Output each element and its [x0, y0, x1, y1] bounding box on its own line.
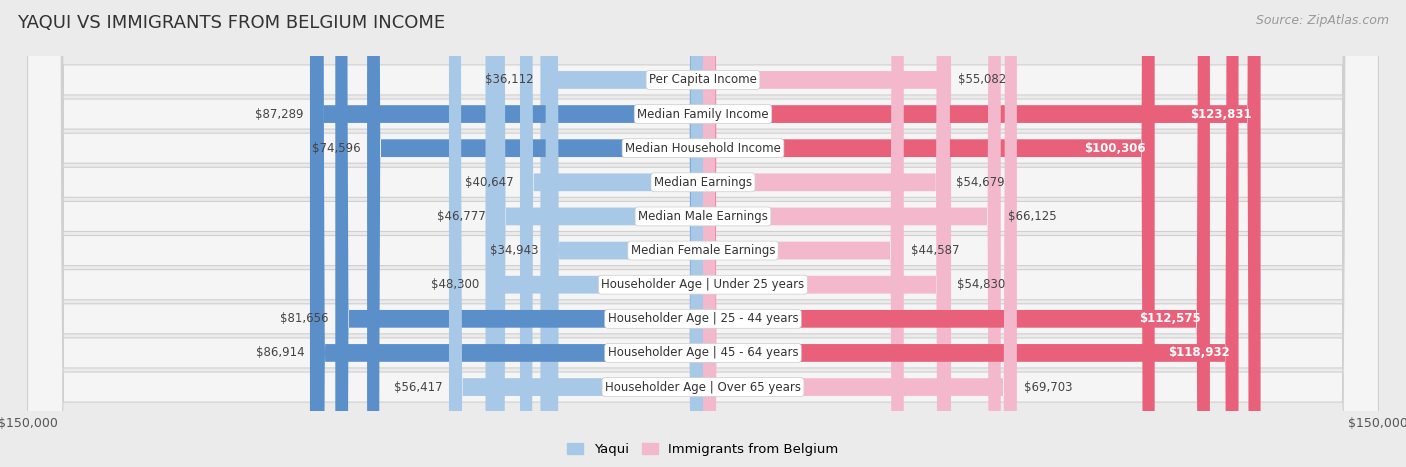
- FancyBboxPatch shape: [28, 0, 1378, 467]
- Text: $46,777: $46,777: [437, 210, 485, 223]
- FancyBboxPatch shape: [335, 0, 703, 467]
- FancyBboxPatch shape: [703, 0, 1211, 467]
- Text: Householder Age | Under 25 years: Householder Age | Under 25 years: [602, 278, 804, 291]
- FancyBboxPatch shape: [703, 0, 950, 467]
- Text: Median Female Earnings: Median Female Earnings: [631, 244, 775, 257]
- FancyBboxPatch shape: [367, 0, 703, 467]
- FancyBboxPatch shape: [703, 0, 950, 467]
- Text: $69,703: $69,703: [1024, 381, 1073, 394]
- Text: Median Male Earnings: Median Male Earnings: [638, 210, 768, 223]
- FancyBboxPatch shape: [703, 0, 949, 467]
- Text: Source: ZipAtlas.com: Source: ZipAtlas.com: [1256, 14, 1389, 27]
- FancyBboxPatch shape: [703, 0, 1239, 467]
- FancyBboxPatch shape: [703, 0, 1261, 467]
- Legend: Yaqui, Immigrants from Belgium: Yaqui, Immigrants from Belgium: [562, 438, 844, 461]
- Text: $118,932: $118,932: [1168, 347, 1229, 360]
- FancyBboxPatch shape: [28, 0, 1378, 467]
- Text: $112,575: $112,575: [1139, 312, 1201, 325]
- Text: $66,125: $66,125: [1008, 210, 1056, 223]
- FancyBboxPatch shape: [28, 0, 1378, 467]
- Text: $48,300: $48,300: [430, 278, 479, 291]
- Text: $100,306: $100,306: [1084, 142, 1146, 155]
- Text: Median Household Income: Median Household Income: [626, 142, 780, 155]
- FancyBboxPatch shape: [703, 0, 1001, 467]
- Text: Per Capita Income: Per Capita Income: [650, 73, 756, 86]
- Text: $54,830: $54,830: [956, 278, 1005, 291]
- Text: $81,656: $81,656: [280, 312, 329, 325]
- Text: $74,596: $74,596: [312, 142, 360, 155]
- Text: $87,289: $87,289: [254, 107, 304, 120]
- FancyBboxPatch shape: [703, 0, 1017, 467]
- FancyBboxPatch shape: [492, 0, 703, 467]
- FancyBboxPatch shape: [309, 0, 703, 467]
- FancyBboxPatch shape: [28, 0, 1378, 467]
- Text: $123,831: $123,831: [1189, 107, 1251, 120]
- FancyBboxPatch shape: [703, 0, 904, 467]
- FancyBboxPatch shape: [449, 0, 703, 467]
- Text: $36,112: $36,112: [485, 73, 534, 86]
- Text: Householder Age | 25 - 44 years: Householder Age | 25 - 44 years: [607, 312, 799, 325]
- Text: $34,943: $34,943: [491, 244, 538, 257]
- FancyBboxPatch shape: [28, 0, 1378, 467]
- FancyBboxPatch shape: [28, 0, 1378, 467]
- Text: Householder Age | Over 65 years: Householder Age | Over 65 years: [605, 381, 801, 394]
- FancyBboxPatch shape: [28, 0, 1378, 467]
- Text: $40,647: $40,647: [464, 176, 513, 189]
- Text: $56,417: $56,417: [394, 381, 443, 394]
- Text: $44,587: $44,587: [911, 244, 959, 257]
- Text: $54,679: $54,679: [956, 176, 1005, 189]
- FancyBboxPatch shape: [485, 0, 703, 467]
- Text: YAQUI VS IMMIGRANTS FROM BELGIUM INCOME: YAQUI VS IMMIGRANTS FROM BELGIUM INCOME: [17, 14, 444, 32]
- FancyBboxPatch shape: [28, 0, 1378, 467]
- FancyBboxPatch shape: [540, 0, 703, 467]
- Text: $86,914: $86,914: [256, 347, 305, 360]
- Text: Median Family Income: Median Family Income: [637, 107, 769, 120]
- FancyBboxPatch shape: [703, 0, 1154, 467]
- FancyBboxPatch shape: [28, 0, 1378, 467]
- FancyBboxPatch shape: [520, 0, 703, 467]
- Text: Median Earnings: Median Earnings: [654, 176, 752, 189]
- FancyBboxPatch shape: [312, 0, 703, 467]
- Text: $55,082: $55,082: [957, 73, 1007, 86]
- Text: Householder Age | 45 - 64 years: Householder Age | 45 - 64 years: [607, 347, 799, 360]
- FancyBboxPatch shape: [546, 0, 703, 467]
- FancyBboxPatch shape: [28, 0, 1378, 467]
